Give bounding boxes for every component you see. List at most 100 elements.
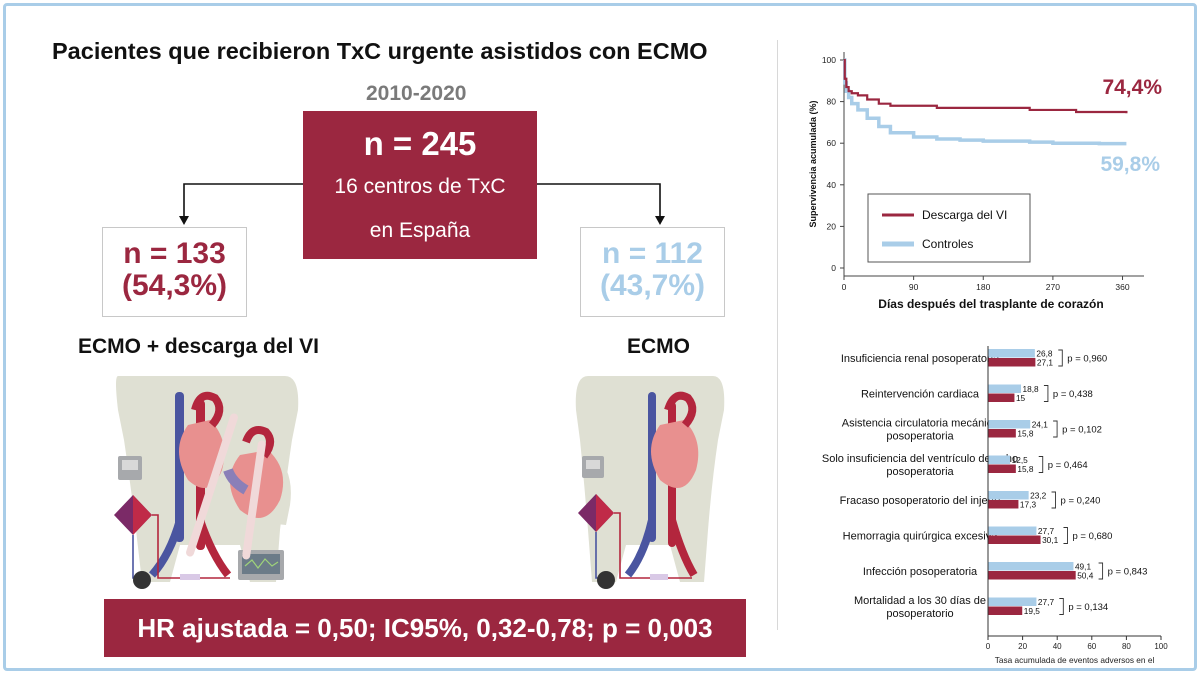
bar-value-label: 50,4 xyxy=(1077,571,1094,581)
y-tick-label: 40 xyxy=(827,180,837,190)
centers-line-1: 16 centros de TxC xyxy=(334,175,506,198)
group-b-pct: (43,7%) xyxy=(599,269,706,302)
group-a-pct: (54,3%) xyxy=(121,269,228,302)
bar xyxy=(988,597,1037,606)
category-label: Insuficiencia renal posoperatoria xyxy=(841,353,1000,365)
comparison-bracket xyxy=(1051,491,1056,509)
bar xyxy=(988,606,1023,615)
bar-value-label: 27,7 xyxy=(1038,597,1055,607)
x-tick-label: 100 xyxy=(1154,642,1168,651)
bar-value-label: 15,8 xyxy=(1017,464,1034,474)
y-tick-label: 0 xyxy=(831,263,836,273)
total-cohort-box: n = 245 16 centros de TxC en España xyxy=(303,111,537,259)
category-label: Reintervención cardiaca xyxy=(861,389,980,401)
y-axis-label: Supervivencia acumulada (%) xyxy=(808,100,818,227)
bar-value-label: 12,5 xyxy=(1012,455,1029,465)
comparison-bracket xyxy=(1063,527,1068,544)
bar-value-label: 15 xyxy=(1016,393,1026,403)
x-axis-label-line-1: Tasa acumulada de eventos adversos en el xyxy=(995,655,1155,665)
bar xyxy=(988,455,1011,464)
x-tick-label: 360 xyxy=(1115,282,1129,292)
category-label: Asistencia circulatoria mecánica xyxy=(842,418,999,430)
bar xyxy=(988,464,1016,473)
x-tick-label: 90 xyxy=(909,282,919,292)
y-tick-label: 20 xyxy=(827,221,837,231)
flow-arrows xyxy=(179,183,665,225)
group-b-box: n = 112 (43,7%) xyxy=(580,227,725,317)
category-label: posoperatorio xyxy=(886,608,953,620)
adverse-events-chart: 0 20 40 60 80 100 Tasa acumulada de eventos ad… xyxy=(822,346,1169,668)
p-value-label: p = 0,134 xyxy=(1068,602,1108,613)
bar xyxy=(988,393,1015,402)
y-tick-label: 100 xyxy=(822,55,836,65)
series-line xyxy=(843,58,1127,146)
total-n: n = 245 xyxy=(363,125,477,162)
x-tick-label: 0 xyxy=(986,642,991,651)
comparison-bracket xyxy=(1038,456,1044,473)
bar-value-label: 15,8 xyxy=(1017,429,1034,439)
figure-title: Pacientes que recibieron TxC urgente asi… xyxy=(52,38,708,64)
x-tick-label: 270 xyxy=(1046,282,1060,292)
survival-chart: 0 20 40 60 80 100 0 90 180 270 360 Días después del… xyxy=(808,52,1162,311)
end-label-descarga: 74,4% xyxy=(1102,76,1162,99)
comparison-bracket xyxy=(1059,598,1064,615)
group-a-label: ECMO + descarga del VI xyxy=(78,335,320,358)
bar xyxy=(988,358,1036,367)
p-value-label: p = 0,464 xyxy=(1048,460,1088,471)
bar-value-label: 19,5 xyxy=(1024,606,1041,616)
bar xyxy=(988,429,1016,438)
bar xyxy=(988,491,1029,500)
bar-value-label: 23,2 xyxy=(1030,491,1047,501)
bar xyxy=(988,384,1022,393)
legend-label: Descarga del VI xyxy=(922,208,1007,222)
category-label: Hemorragia quirúrgica excesiva xyxy=(843,531,999,543)
group-b-n: n = 112 xyxy=(602,237,703,270)
legend-box xyxy=(867,193,1031,263)
x-tick-label: 80 xyxy=(1122,642,1131,651)
category-label: posoperatoria xyxy=(886,466,954,478)
category-label: Solo insuficiencia del ventrículo derech… xyxy=(822,453,1018,465)
bar-value-label: 26,8 xyxy=(1036,349,1053,359)
x-axis-label: Días después del trasplante de corazón xyxy=(878,297,1103,311)
panel-divider xyxy=(777,40,778,630)
p-value-label: p = 0,438 xyxy=(1053,389,1093,400)
bar-value-label: 18,8 xyxy=(1023,384,1040,394)
x-tick-label: 0 xyxy=(842,282,847,292)
ecmo-illustration xyxy=(575,376,725,589)
centers-line-2: en España xyxy=(369,219,471,242)
hazard-ratio-result: HR ajustada = 0,50; IC95%, 0,32-0,78; p … xyxy=(104,599,746,657)
x-tick-label: 20 xyxy=(1018,642,1027,651)
bar xyxy=(988,535,1041,544)
bar xyxy=(988,349,1035,358)
category-label: posoperatoria xyxy=(886,431,954,443)
comparison-bracket xyxy=(1058,349,1063,367)
bar xyxy=(988,500,1019,509)
bar xyxy=(988,526,1037,535)
bar-value-label: 24,1 xyxy=(1032,420,1049,430)
p-value-label: p = 0,960 xyxy=(1067,354,1107,365)
comparison-bracket xyxy=(1053,420,1058,438)
comparison-bracket xyxy=(1043,385,1049,402)
category-label: Infección posoperatoria xyxy=(863,566,978,578)
legend-label: Controles xyxy=(922,237,973,251)
p-value-label: p = 0,843 xyxy=(1108,567,1148,578)
p-value-label: p = 0,240 xyxy=(1061,496,1101,507)
x-tick-label: 180 xyxy=(976,282,990,292)
bar xyxy=(988,562,1074,571)
bar-value-label: 27,1 xyxy=(1037,358,1054,368)
y-tick-label: 80 xyxy=(827,97,837,107)
bar-value-label: 27,7 xyxy=(1038,526,1055,536)
bar-value-label: 49,1 xyxy=(1075,562,1092,572)
group-a-n: n = 133 xyxy=(123,237,226,270)
figure-frame xyxy=(3,3,1197,671)
category-label: Fracaso posoperatorio del injerto xyxy=(840,495,1001,507)
bar xyxy=(988,420,1031,429)
x-axis-label-line-2: posoperatorio temprano del trasplante ca… xyxy=(980,667,1169,668)
bar-value-label: 30,1 xyxy=(1042,535,1059,545)
y-tick-label: 60 xyxy=(827,138,837,148)
p-value-label: p = 0,102 xyxy=(1062,425,1102,436)
p-value-label: p = 0,680 xyxy=(1072,531,1112,542)
bar xyxy=(988,571,1076,580)
x-tick-label: 40 xyxy=(1053,642,1062,651)
group-b-label: ECMO xyxy=(627,335,690,358)
